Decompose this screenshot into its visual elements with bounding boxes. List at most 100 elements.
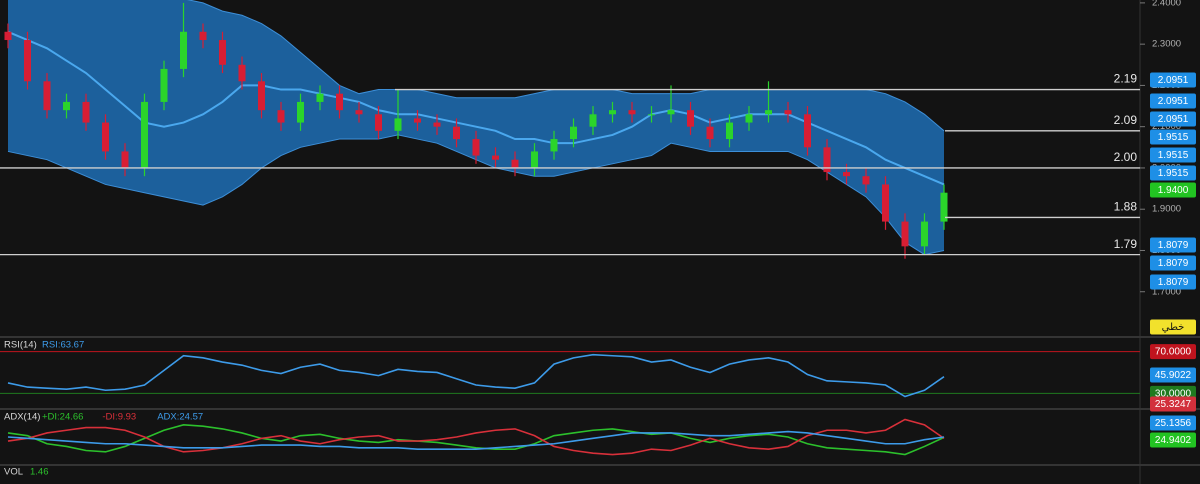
candle-body bbox=[823, 147, 831, 173]
candle-body bbox=[433, 122, 441, 127]
price-badge-label: 25.1356 bbox=[1155, 418, 1192, 429]
y-tick-label: 70.0000 bbox=[1155, 347, 1192, 358]
price-badge bbox=[1150, 182, 1196, 198]
price-badge-label: 2.0951 bbox=[1158, 114, 1189, 125]
candle-body bbox=[492, 155, 499, 160]
candle-body bbox=[277, 110, 285, 123]
price-badge bbox=[1150, 165, 1196, 181]
price-badge-label: 1.8079 bbox=[1158, 277, 1189, 288]
price-badge bbox=[1150, 319, 1196, 335]
price-badge bbox=[1150, 432, 1196, 448]
candle-body bbox=[628, 110, 636, 115]
price-badge-label: 25.3247 bbox=[1155, 399, 1192, 410]
y-tick-label: 2.1000 bbox=[1152, 121, 1181, 132]
indicator-line bbox=[7, 430, 945, 450]
level-label: 2.09 bbox=[1114, 113, 1138, 127]
y-tick-label: 1.7000 bbox=[1152, 286, 1181, 297]
y-tick-label: 2.3000 bbox=[1152, 39, 1181, 50]
candle-body bbox=[726, 122, 733, 140]
candle-body bbox=[219, 40, 226, 65]
indicator-title: RSI(14) bbox=[4, 340, 37, 351]
price-badge bbox=[1150, 415, 1196, 431]
candle-body bbox=[706, 126, 714, 140]
price-badge-label: 2.0951 bbox=[1158, 96, 1189, 107]
indicator-plot bbox=[7, 353, 945, 398]
candle-body bbox=[180, 31, 187, 69]
price-badge bbox=[1150, 396, 1196, 412]
candle-body bbox=[667, 110, 675, 115]
price-badge-label: 1.8079 bbox=[1158, 240, 1189, 251]
tick-badge bbox=[1150, 344, 1196, 360]
price-badge-label: 1.8079 bbox=[1158, 258, 1189, 269]
candle-body bbox=[4, 31, 12, 41]
y-tick-label: 2.4000 bbox=[1152, 0, 1181, 8]
candle-body bbox=[511, 159, 519, 168]
legend-entry: RSI:63.67 bbox=[42, 340, 84, 351]
price-badge bbox=[1150, 93, 1196, 109]
level-label: 1.88 bbox=[1114, 200, 1138, 214]
candle-body bbox=[24, 40, 31, 82]
candle-body bbox=[238, 64, 246, 82]
candle-body bbox=[921, 221, 928, 247]
price-plot bbox=[4, 0, 948, 259]
candle-body bbox=[199, 31, 207, 41]
indicator-plot bbox=[7, 418, 945, 456]
level-label: 2.00 bbox=[1114, 150, 1138, 164]
candle-body bbox=[472, 139, 480, 156]
price-badge bbox=[1150, 72, 1196, 88]
candle-body bbox=[258, 81, 265, 111]
candle-body bbox=[375, 114, 382, 131]
candle-body bbox=[297, 101, 304, 123]
price-badge bbox=[1150, 255, 1196, 271]
candle-body bbox=[394, 118, 402, 131]
candle-body bbox=[804, 114, 811, 148]
candle-body bbox=[784, 110, 792, 115]
candle-body bbox=[570, 126, 577, 140]
candle-body bbox=[550, 139, 558, 152]
legend-entry: ADX:24.57 bbox=[157, 412, 203, 423]
price-badge-label: 1.9515 bbox=[1158, 150, 1189, 161]
price-badge-label: 24.9402 bbox=[1155, 435, 1192, 446]
volume-value: 1.46 bbox=[30, 467, 49, 478]
candle-body bbox=[609, 110, 616, 115]
y-tick-label: 30.0000 bbox=[1155, 389, 1192, 400]
candle-body bbox=[63, 101, 70, 111]
price-badge-label: 2.0951 bbox=[1158, 75, 1189, 86]
price-badge bbox=[1150, 237, 1196, 253]
level-label: 1.79 bbox=[1114, 237, 1138, 251]
candle-body bbox=[531, 151, 538, 168]
candle-body bbox=[882, 184, 889, 222]
y-tick-label: 1.9000 bbox=[1152, 204, 1181, 215]
price-badge-label: خطي bbox=[1162, 322, 1185, 333]
price-badge-label: 1.9515 bbox=[1158, 168, 1189, 179]
candle-body bbox=[82, 101, 90, 123]
indicator-line bbox=[7, 353, 945, 398]
price-badge-label: 1.9400 bbox=[1158, 185, 1189, 196]
candle-body bbox=[765, 110, 772, 115]
price-badge-label: 45.9022 bbox=[1155, 370, 1192, 381]
candle-body bbox=[687, 110, 694, 127]
indicator-title: ADX(14) bbox=[4, 412, 40, 423]
candle-body bbox=[901, 221, 909, 247]
candle-body bbox=[940, 192, 948, 222]
candle-body bbox=[355, 110, 363, 115]
price-badge bbox=[1150, 111, 1196, 127]
candle-body bbox=[102, 122, 109, 152]
price-badge bbox=[1150, 367, 1196, 383]
candle-body bbox=[745, 114, 753, 123]
candle-body bbox=[453, 126, 460, 140]
candle-body bbox=[141, 101, 148, 168]
candle-body bbox=[43, 81, 51, 111]
candle-body bbox=[316, 93, 324, 102]
price-badge bbox=[1150, 274, 1196, 290]
indicator-line bbox=[7, 424, 945, 456]
candle-body bbox=[843, 172, 850, 177]
price-badge bbox=[1150, 129, 1196, 145]
candle-body bbox=[414, 118, 421, 123]
candle-body bbox=[862, 176, 870, 185]
price-badge-label: 1.9515 bbox=[1158, 132, 1189, 143]
candle-body bbox=[648, 114, 655, 116]
level-label: 2.19 bbox=[1114, 72, 1138, 86]
candle-body bbox=[336, 93, 343, 111]
